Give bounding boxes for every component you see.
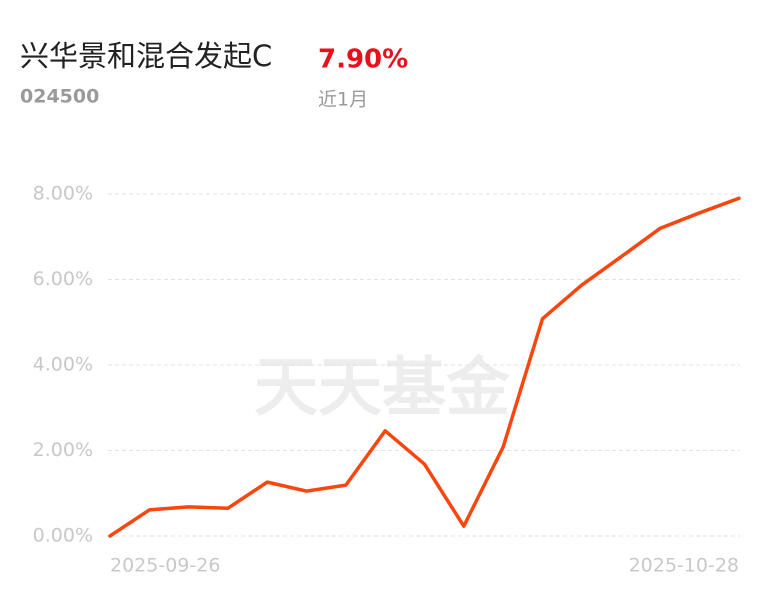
line	[108, 196, 741, 538]
x-tick-label: 2025-09-26	[110, 555, 220, 577]
y-tick-label: 6.00%	[33, 268, 93, 290]
fund-name: 兴华景和混合发起C	[20, 39, 272, 73]
watermark: 天天基金	[254, 352, 511, 426]
y-tick-label: 4.00%	[33, 354, 93, 376]
y-tick-label: 2.00%	[33, 439, 93, 461]
x-tick-label: 2025-10-28	[629, 555, 739, 577]
return-label: 7.90%	[318, 45, 408, 75]
period: 近1月	[318, 89, 368, 111]
y-tick-label: 8.00%	[33, 183, 93, 205]
y-tick-label: 0.00%	[33, 525, 93, 547]
fund-code: 024500	[20, 86, 99, 108]
